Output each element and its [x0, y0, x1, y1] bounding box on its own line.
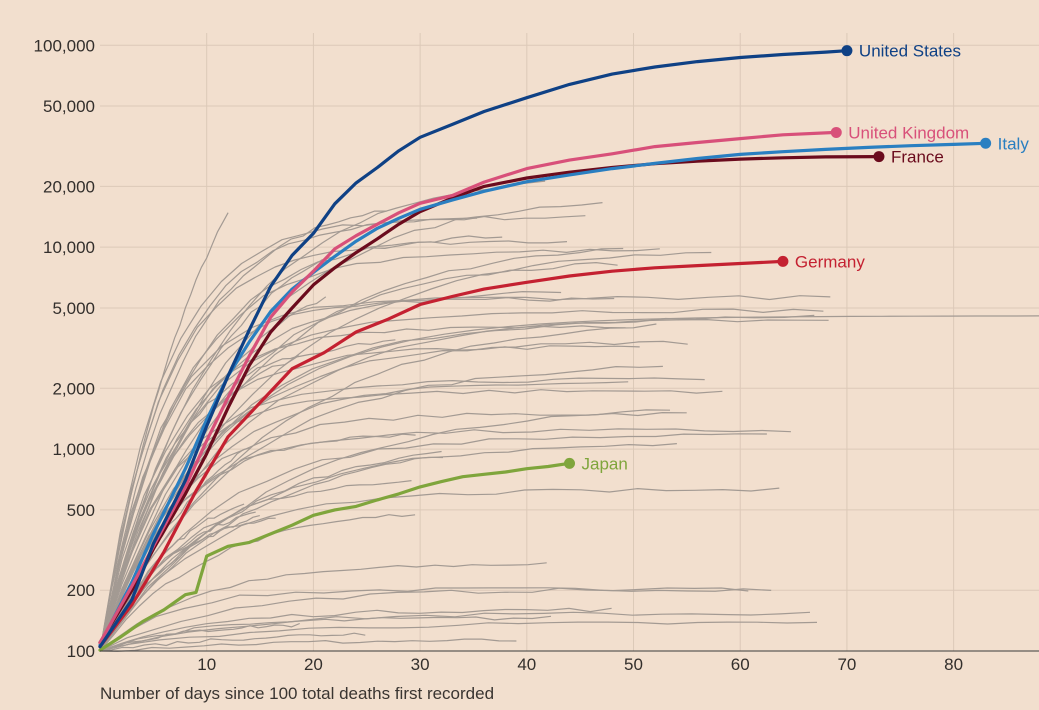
y-tick-label: 50,000	[43, 97, 95, 116]
series-end-marker-japan	[564, 457, 575, 469]
background-country-line	[99, 607, 612, 652]
series-end-marker-united-kingdom	[830, 126, 842, 138]
background-country-line	[99, 217, 478, 652]
series-line-japan	[98, 461, 572, 652]
background-country-lines	[99, 180, 1039, 653]
series-label-germany: Germany	[795, 252, 865, 271]
background-country-line	[99, 621, 818, 652]
background-country-line	[99, 450, 442, 652]
series-end-marker-united-states	[841, 45, 853, 57]
background-country-line	[99, 323, 657, 652]
background-country-line	[99, 180, 546, 652]
background-country-line	[99, 262, 618, 652]
y-tick-label: 1,000	[52, 440, 95, 459]
y-tick-label: 20,000	[43, 177, 95, 196]
background-country-line	[99, 632, 366, 652]
background-country-line	[99, 240, 568, 652]
background-country-line	[99, 297, 615, 652]
y-tick-label: 100	[67, 642, 95, 661]
background-country-line	[99, 345, 640, 652]
background-country-line	[99, 210, 387, 652]
background-country-line	[99, 487, 780, 652]
background-country-line	[99, 248, 660, 652]
background-country-line	[99, 325, 626, 652]
background-country-line	[99, 587, 749, 652]
x-tick-label: 40	[517, 655, 536, 674]
series-label-japan: Japan	[582, 454, 628, 473]
series-label-united-kingdom: United Kingdom	[848, 123, 969, 142]
x-tick-label: 50	[624, 655, 643, 674]
y-tick-label: 500	[67, 501, 95, 520]
background-country-line	[99, 409, 671, 652]
x-tick-label: 20	[304, 655, 323, 674]
y-tick-label: 5,000	[52, 299, 95, 318]
background-country-line	[99, 365, 663, 652]
series-line-united-kingdom	[98, 130, 838, 645]
x-tick-label: 70	[837, 655, 856, 674]
series-end-marker-germany	[777, 255, 789, 267]
background-country-line	[99, 291, 562, 652]
x-tick-label: 10	[197, 655, 216, 674]
series-end-marker-italy	[980, 137, 992, 149]
background-country-line	[99, 456, 444, 652]
series-line-united-states	[98, 49, 849, 649]
axes: 100 200 500 1,000 2,000 5,000 10,000 20,000 50,0…	[34, 36, 1039, 674]
background-country-line	[99, 514, 416, 652]
background-country-line	[99, 250, 343, 652]
background-country-line	[99, 562, 547, 652]
background-country-line	[99, 215, 586, 652]
x-tick-label: 30	[411, 655, 430, 674]
background-country-line	[99, 296, 327, 652]
background-country-line	[99, 638, 517, 653]
background-country-line	[99, 339, 396, 652]
series-label-france: France	[891, 148, 944, 167]
highlighted-country-lines	[98, 45, 992, 652]
y-tick-label: 2,000	[52, 379, 95, 398]
background-country-line	[99, 319, 829, 652]
background-country-line	[99, 247, 624, 652]
background-country-line	[99, 433, 767, 652]
x-tick-label: 80	[944, 655, 963, 674]
x-axis-title: Number of days since 100 total deaths fi…	[100, 684, 494, 703]
y-tick-label: 10,000	[43, 238, 95, 257]
background-country-line	[99, 295, 831, 652]
background-country-line	[99, 308, 824, 652]
series-label-united-states: United States	[859, 42, 961, 61]
x-tick-label: 60	[731, 655, 750, 674]
background-country-line	[99, 587, 772, 652]
y-tick-label: 200	[67, 581, 95, 600]
series-labels: Germany Japan France Italy United Kingdom Uni…	[582, 42, 1030, 474]
background-country-line	[99, 622, 300, 652]
background-country-line	[99, 428, 791, 652]
series-label-italy: Italy	[998, 134, 1030, 153]
series-line-germany	[98, 259, 785, 649]
series-line-france	[98, 155, 881, 645]
background-country-line	[99, 611, 811, 652]
series-end-marker-france	[873, 151, 885, 163]
y-tick-label: 100,000	[34, 36, 95, 55]
